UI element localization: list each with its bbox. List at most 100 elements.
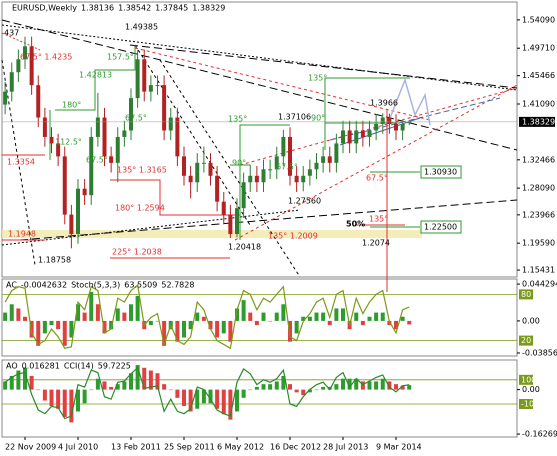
indicator-header: 52.7828 bbox=[161, 281, 194, 290]
histogram-bar bbox=[76, 389, 80, 412]
histogram-bar bbox=[288, 320, 292, 342]
level-box bbox=[519, 335, 533, 346]
level-box bbox=[519, 399, 533, 409]
annotation: 90° bbox=[311, 114, 325, 123]
histogram-bar bbox=[201, 389, 206, 404]
candle-body bbox=[354, 130, 359, 144]
histogram-bar bbox=[69, 389, 74, 423]
histogram-bar bbox=[341, 378, 345, 390]
annotation: 1.3966 bbox=[370, 99, 398, 108]
indicator-header: AC bbox=[6, 281, 17, 290]
histogram-bar bbox=[274, 312, 279, 321]
y-tick-label: 1.15431 bbox=[522, 266, 555, 275]
histogram-bar bbox=[69, 320, 74, 338]
histogram-bar bbox=[168, 389, 173, 391]
annotation: 1.20418 bbox=[228, 243, 261, 252]
y-tick-label: 1.23966 bbox=[522, 210, 555, 219]
histogram-bar bbox=[387, 320, 392, 326]
candle-body bbox=[367, 130, 372, 137]
candle-body bbox=[122, 130, 127, 137]
candle-body bbox=[62, 156, 67, 215]
histogram-bar bbox=[321, 312, 326, 321]
histogram-bar bbox=[115, 308, 120, 321]
candle-body bbox=[42, 117, 47, 137]
histogram-bar bbox=[380, 312, 385, 321]
support-band bbox=[2, 230, 422, 238]
x-tick-label: 13 Feb 2011 bbox=[111, 443, 161, 452]
y-tick-label: -0.162699 bbox=[522, 430, 557, 439]
annotation: 1.1948 bbox=[8, 230, 36, 239]
histogram-bar bbox=[341, 308, 345, 321]
histogram-bar bbox=[122, 381, 127, 390]
annotation: 135° bbox=[369, 215, 388, 224]
annotation: 135° 1.3165 bbox=[117, 166, 167, 175]
indicator-header: Stoch(5,3,3) bbox=[71, 281, 120, 290]
fib-box bbox=[110, 179, 240, 216]
histogram-bar bbox=[82, 312, 87, 321]
histogram-bar bbox=[254, 386, 259, 390]
histogram-bar bbox=[109, 320, 114, 330]
trendlines bbox=[1, 19, 518, 292]
histogram-bar bbox=[367, 381, 372, 390]
candle-body bbox=[394, 123, 398, 131]
histogram-bar bbox=[281, 375, 286, 390]
histogram-bar bbox=[62, 389, 67, 417]
main-panel bbox=[1, 1, 518, 278]
trendline bbox=[1, 32, 41, 51]
histogram-bar bbox=[307, 316, 312, 321]
level-box bbox=[519, 374, 533, 385]
candle-body bbox=[49, 136, 54, 144]
histogram-bar bbox=[148, 370, 153, 390]
candle-body bbox=[374, 123, 379, 131]
histogram-bar bbox=[195, 389, 200, 409]
indicator-header: 63.5509 bbox=[124, 281, 157, 290]
histogram-bar bbox=[394, 384, 398, 390]
y2-tick-label: -100 bbox=[521, 400, 539, 409]
y2-tick-label: 80 bbox=[521, 290, 531, 299]
annotation: 157.5° bbox=[107, 53, 134, 62]
histogram-bar bbox=[301, 389, 306, 396]
histogram-bar bbox=[354, 312, 359, 321]
x-tick-label: 4 Jul 2010 bbox=[58, 443, 98, 452]
histogram-bar bbox=[294, 320, 299, 334]
candle-body bbox=[268, 169, 273, 171]
histogram-bar bbox=[135, 295, 140, 321]
histogram-bar bbox=[221, 389, 226, 415]
histogram-bar bbox=[261, 384, 266, 390]
histogram-bar bbox=[380, 378, 385, 390]
annotation: 67.5° 1.4235 bbox=[20, 53, 72, 62]
candle-body bbox=[168, 117, 173, 131]
histogram-bar bbox=[3, 381, 8, 390]
candle-body bbox=[76, 188, 80, 235]
histogram-bar bbox=[327, 320, 332, 326]
candle-body bbox=[274, 156, 279, 170]
histogram-bar bbox=[367, 316, 372, 321]
histogram-bar bbox=[288, 384, 292, 390]
histogram-bar bbox=[321, 386, 326, 390]
histogram-bar bbox=[394, 320, 398, 330]
x-tick-label: 9 Mar 2014 bbox=[376, 443, 422, 452]
candle-body bbox=[334, 143, 339, 163]
histogram-bar bbox=[9, 304, 14, 321]
histogram-bar bbox=[241, 389, 246, 398]
annotation: 180° bbox=[62, 101, 81, 110]
histogram-bar bbox=[155, 320, 160, 322]
projection bbox=[389, 77, 431, 126]
price-box bbox=[519, 116, 555, 127]
y2-tick-label: 20 bbox=[521, 336, 531, 345]
y-tick-label: 1.41090 bbox=[522, 100, 555, 109]
histogram-bar bbox=[281, 304, 286, 321]
indicator-header: 0.016281 bbox=[22, 362, 60, 371]
candle-body bbox=[182, 156, 186, 176]
candle-body bbox=[294, 175, 299, 183]
trendline bbox=[329, 97, 501, 141]
candle-body bbox=[188, 175, 193, 183]
indicator-header: CCI(14) bbox=[64, 362, 94, 371]
header-text: 1.38542 bbox=[118, 4, 151, 13]
annotation: 1.49385 bbox=[125, 23, 158, 32]
annotation: 135° bbox=[308, 74, 327, 83]
histogram-bar bbox=[248, 389, 253, 391]
header-text: 1.37845 bbox=[155, 4, 188, 13]
x-tick-label: 16 Dec 2012 bbox=[270, 443, 321, 452]
gann-box bbox=[324, 77, 410, 150]
